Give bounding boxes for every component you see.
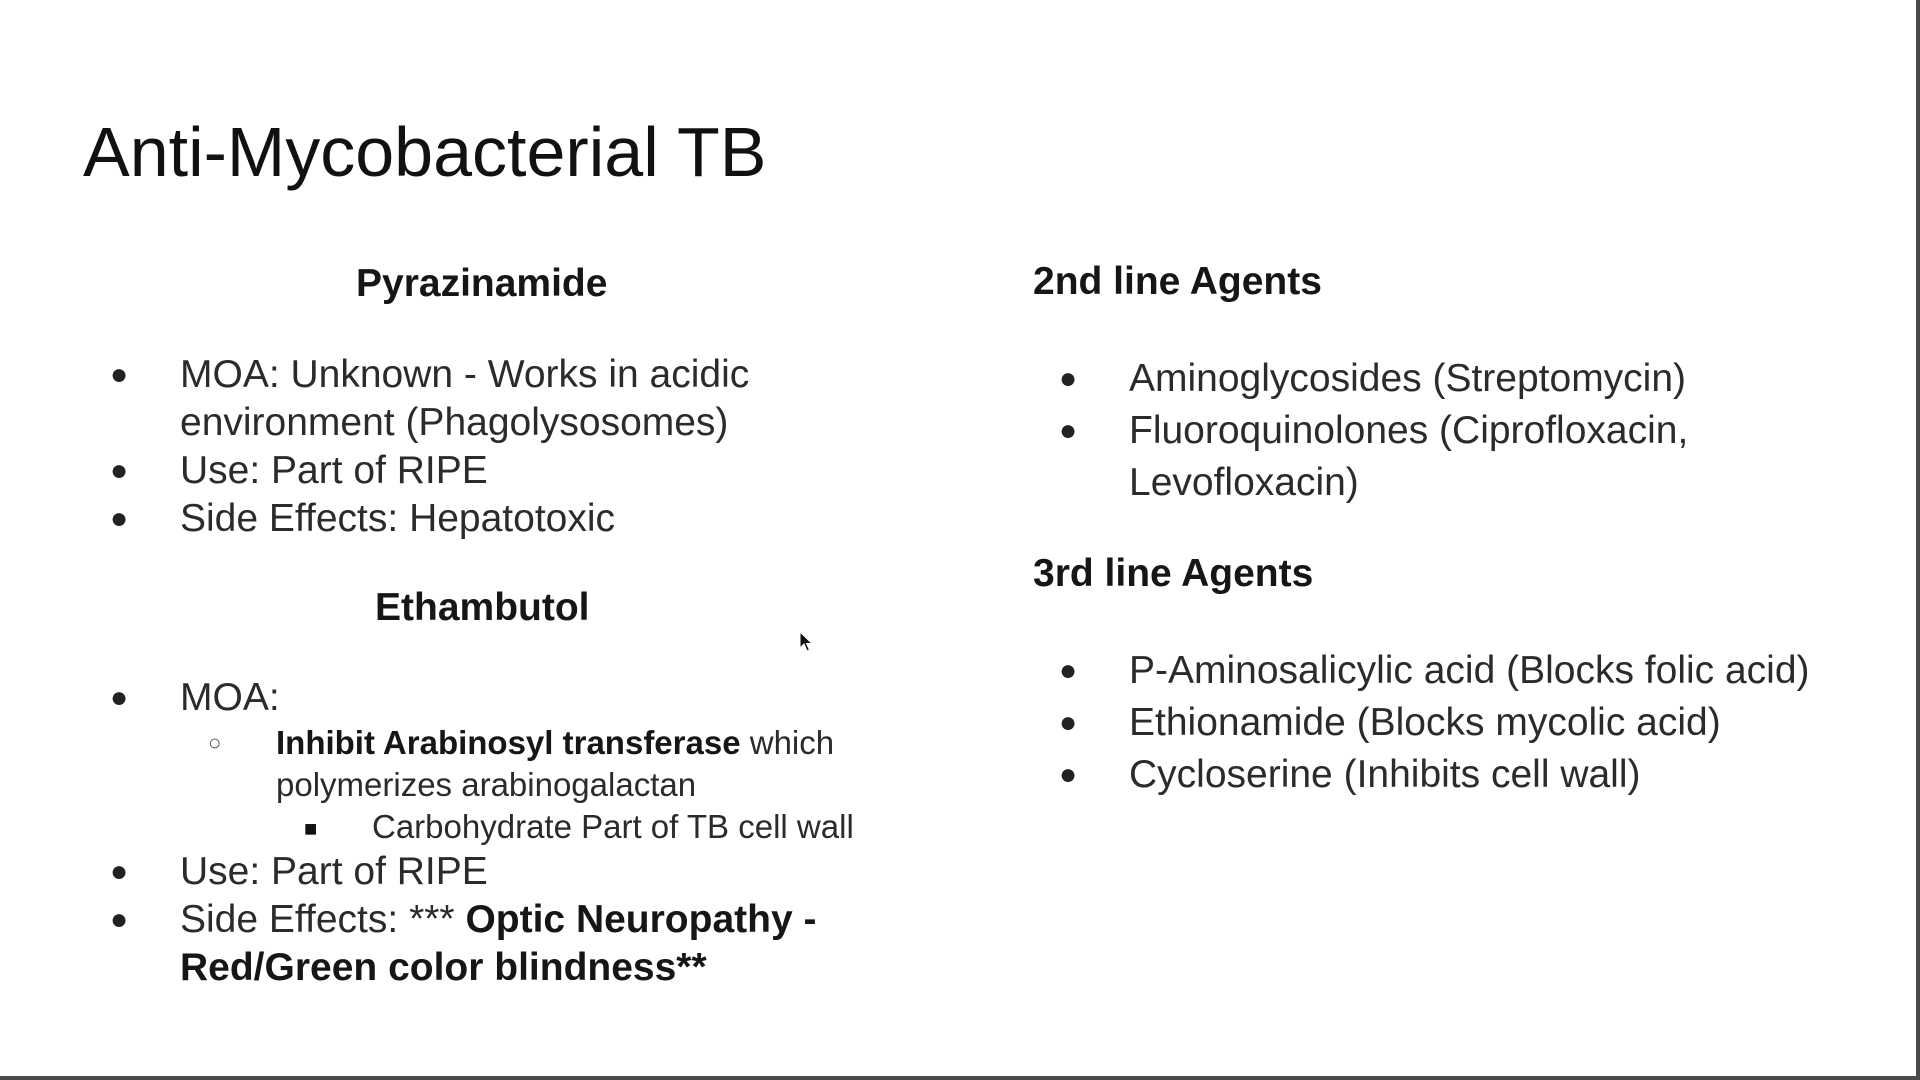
ethambutol-use-item: ● Use: Part of RIPE: [110, 848, 880, 896]
ethambutol-use-text: Use: Part of RIPE: [180, 850, 488, 893]
ethambutol-moa-subsubitem: ■ Carbohydrate Part of TB cell wall: [304, 806, 854, 848]
ethambutol-moa-sub-line1: Inhibit Arabinosyl transferase which: [276, 722, 916, 764]
bullet-dot: ●: [1059, 654, 1078, 687]
bullet-dot: ●: [1059, 414, 1078, 447]
bullet-dot: ●: [110, 454, 129, 487]
second-line-item-fluoroquinolones: ● Fluoroquinolones (Ciprofloxacin, Levof…: [1059, 405, 1849, 509]
third-line-heading: 3rd line Agents: [1033, 552, 1314, 595]
ethambutol-heading: Ethambutol: [375, 586, 590, 629]
ethambutol-side-effects-line1: Side Effects: *** Optic Neuropathy -: [180, 896, 940, 944]
ethambutol-side-prefix: Side Effects: ***: [180, 898, 466, 941]
third-line-item-pas: ● P-Aminosalicylic acid (Blocks folic ac…: [1059, 645, 1889, 697]
third-line-item-cycloserine: ● Cycloserine (Inhibits cell wall): [1059, 749, 1889, 801]
third-line-item-text: Ethionamide (Blocks mycolic acid): [1129, 701, 1721, 744]
ethambutol-moa-sub-line2: polymerizes arabinogalactan: [276, 766, 697, 803]
ethambutol-moa-subsub-text: Carbohydrate Part of TB cell wall: [372, 808, 854, 845]
bullet-dot: ●: [1059, 758, 1078, 791]
ethambutol-moa-sub-rest: which: [740, 724, 835, 761]
third-line-item-ethionamide: ● Ethionamide (Blocks mycolic acid): [1059, 697, 1889, 749]
ethambutol-side-bold2: Red/Green color blindness**: [180, 946, 707, 989]
ethambutol-moa-sub-bold: Inhibit Arabinosyl transferase: [276, 724, 741, 761]
second-line-item-aminoglycosides: ● Aminoglycosides (Streptomycin): [1059, 353, 1849, 405]
pyrazinamide-side-effects-text: Side Effects: Hepatotoxic: [180, 497, 616, 540]
ethambutol-moa-item: ● MOA:: [110, 674, 880, 722]
pyrazinamide-moa-line1: MOA: Unknown - Works in acidic: [180, 353, 750, 396]
bullet-dot: ●: [110, 855, 129, 888]
ethambutol-moa-subitem: ○ Inhibit Arabinosyl transferase which p…: [208, 722, 916, 806]
slide-title: Anti-Mycobacterial TB: [83, 113, 767, 191]
ethambutol-moa-text: MOA:: [180, 676, 280, 719]
bullet-dot: ●: [110, 681, 129, 714]
pyrazinamide-use-item: ● Use: Part of RIPE: [110, 447, 880, 495]
square-bullet-icon: ■: [304, 816, 318, 841]
mouse-pointer-icon: [799, 631, 814, 652]
bullet-dot: ●: [110, 358, 129, 391]
pyrazinamide-side-effects-item: ● Side Effects: Hepatotoxic: [110, 495, 880, 543]
third-line-item-text: Cycloserine (Inhibits cell wall): [1129, 753, 1641, 796]
second-line-item-text: Fluoroquinolones (Ciprofloxacin,: [1129, 409, 1689, 452]
bullet-dot: ●: [1059, 362, 1078, 395]
pyrazinamide-moa-line2: environment (Phagolysosomes): [180, 401, 729, 444]
bullet-dot: ●: [110, 903, 129, 936]
pyrazinamide-moa-item: ● MOA: Unknown - Works in acidic environ…: [110, 351, 880, 447]
pyrazinamide-use-text: Use: Part of RIPE: [180, 449, 488, 492]
ethambutol-side-effects-item: ● Side Effects: *** Optic Neuropathy - R…: [110, 896, 940, 992]
second-line-item-text-cont: Levofloxacin): [1129, 461, 1359, 504]
ethambutol-side-bold1: Optic Neuropathy -: [465, 898, 817, 941]
bullet-dot: ●: [1059, 706, 1078, 739]
circle-bullet-icon: ○: [208, 730, 222, 755]
pyrazinamide-heading: Pyrazinamide: [356, 262, 608, 305]
second-line-item-text: Aminoglycosides (Streptomycin): [1129, 357, 1687, 400]
bullet-dot: ●: [110, 502, 129, 535]
third-line-item-text: P-Aminosalicylic acid (Blocks folic acid…: [1129, 649, 1810, 692]
second-line-heading: 2nd line Agents: [1033, 260, 1322, 303]
